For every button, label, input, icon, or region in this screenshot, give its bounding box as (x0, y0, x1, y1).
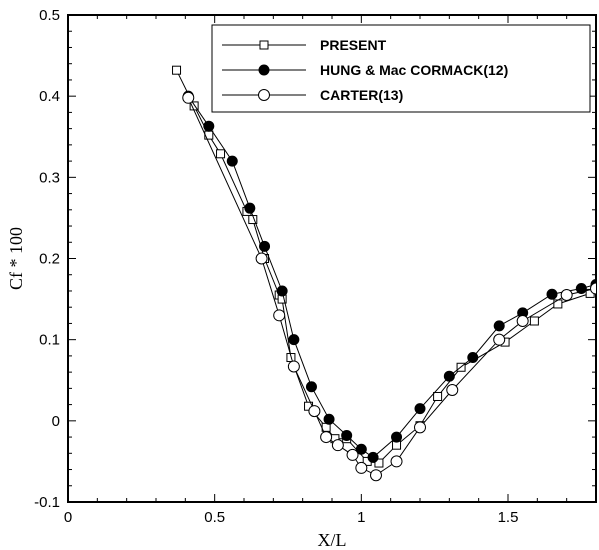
data-point-carter (287, 360, 300, 373)
data-point-carter (493, 333, 506, 346)
data-point-carter (273, 309, 286, 322)
data-point-carter (370, 469, 382, 482)
legend-marker-present (259, 40, 269, 50)
series-line-present (176, 69, 591, 464)
legend-label-present: PRESENT (320, 37, 387, 53)
data-point-carter (560, 289, 573, 302)
data-point-carter (331, 439, 344, 452)
data-point-present (216, 149, 226, 159)
data-point-hung-maccormack (341, 429, 353, 441)
x-axis-label: X/L (318, 530, 347, 550)
legend-box (211, 24, 591, 113)
data-point-carter (446, 383, 459, 396)
data-point-present (374, 458, 384, 468)
data-point-hung-maccormack (288, 334, 300, 346)
legend-label-hung-maccormack: HUNG & Mac CORMACK(12) (320, 62, 508, 78)
data-point-carter (355, 461, 368, 474)
series-line-carter (187, 97, 596, 476)
data-point-hung-maccormack (323, 413, 335, 425)
data-point-hung-maccormack (244, 202, 256, 214)
data-point-carter (255, 252, 268, 265)
legend: PRESENT HUNG & Mac CORMACK(12) CARTER(13) (211, 24, 591, 113)
x-tick-label: 1.5 (498, 509, 519, 526)
legend-label-carter: CARTER(13) (320, 87, 403, 103)
y-tick-label: -0.1 (34, 494, 60, 511)
data-point-present (529, 316, 539, 326)
data-point-carter (320, 431, 333, 444)
data-point-present (433, 391, 443, 401)
axes: 0 0.5 1 1.5-0.100.10.20.30.40.5X/LCf * 100 (6, 7, 597, 550)
data-point-hung-maccormack (467, 352, 479, 364)
x-tick-label: 0 (64, 509, 72, 526)
data-point-present (553, 299, 563, 309)
data-point-hung-maccormack (367, 451, 379, 463)
data-point-carter (346, 448, 359, 461)
x-tick-label: 0.5 (204, 509, 225, 526)
x-tick-label: 1 (357, 509, 365, 526)
data-point-carter (390, 455, 403, 468)
plot-series (172, 65, 596, 482)
data-point-present (204, 130, 214, 140)
data-point-hung-maccormack (546, 288, 558, 300)
data-point-hung-maccormack (493, 320, 505, 332)
data-point-present (172, 65, 182, 75)
data-point-hung-maccormack (305, 381, 317, 393)
data-point-hung-maccormack (414, 403, 426, 415)
legend-marker-hung-maccormack (258, 64, 270, 76)
data-point-carter (590, 282, 596, 295)
data-point-hung-maccormack (203, 120, 215, 132)
data-point-carter (308, 405, 321, 418)
series-hung-maccormack (182, 90, 596, 463)
data-point-carter (182, 91, 195, 104)
series-carter (182, 91, 596, 482)
data-point-hung-maccormack (226, 155, 238, 167)
y-tick-label: 0.1 (39, 332, 60, 349)
y-axis-label: Cf * 100 (6, 227, 26, 290)
series-present (172, 65, 595, 468)
data-point-hung-maccormack (276, 285, 288, 297)
data-point-hung-maccormack (443, 370, 455, 382)
data-point-carter (516, 314, 529, 327)
series-line-hung-maccormack (187, 95, 596, 459)
y-tick-label: 0.5 (39, 7, 60, 24)
y-tick-label: 0.2 (39, 251, 60, 268)
y-tick-label: 0 (52, 413, 60, 430)
data-point-carter (414, 421, 426, 434)
legend-marker-carter (258, 89, 270, 101)
data-point-hung-maccormack (259, 240, 271, 252)
data-point-hung-maccormack (355, 443, 367, 455)
y-tick-label: 0.4 (39, 88, 60, 105)
data-point-hung-maccormack (391, 431, 403, 443)
y-tick-label: 0.3 (39, 169, 60, 186)
